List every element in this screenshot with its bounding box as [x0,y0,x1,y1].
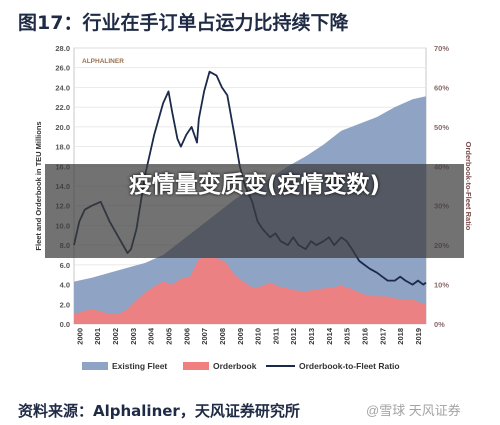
x-tick-label: 2005 [164,328,173,345]
x-tick-label: 2003 [129,328,138,345]
source-note: 资料来源：Alphaliner，天风证券研究所 [18,402,300,420]
x-tick-label: 2006 [182,328,191,345]
x-tick-label: 2012 [289,328,298,345]
y-tick-label: 20.0 [55,123,70,132]
brand-label: ALPHALINER [82,58,124,65]
overlay-banner [45,164,464,258]
x-tick-label: 2007 [200,328,209,345]
y2-tick-label: 50% [434,123,449,132]
x-tick-label: 2013 [307,328,316,345]
x-tick-label: 2002 [111,328,120,345]
x-tick-label: 2015 [343,328,352,345]
x-tick-label: 2000 [75,328,84,345]
x-tick-label: 2017 [378,328,387,345]
y-tick-label: 22.0 [55,103,70,112]
legend-swatch-orderbook [183,362,209,370]
x-tick-label: 2011 [271,328,280,344]
y2-tick-label: 70% [434,44,449,53]
y2-tick-label: 0% [434,320,445,329]
legend-label-ratio: Orderbook-to-Fleet Ratio [299,361,400,371]
overlay-text: 疫情量变质变(疫情变数) [128,172,381,198]
legend-label-orderbook: Orderbook [213,361,257,371]
y-tick-label: 6.0 [60,261,70,270]
legend-swatch-fleet [82,362,108,370]
y-tick-label: 26.0 [55,64,70,73]
x-tick-label: 2008 [218,328,227,345]
x-tick-label: 2016 [361,328,370,345]
y-tick-label: 28.0 [55,44,70,53]
y-tick-label: 2.0 [60,300,70,309]
x-tick-label: 2019 [414,328,423,345]
x-tick-label: 2010 [254,328,263,345]
x-tick-label: 2014 [325,327,334,345]
watermark: @雪球 天风证券 [366,403,461,418]
figure-title: 图17：行业在手订单占运力比持续下降 [18,12,349,34]
y2-tick-label: 60% [434,83,449,92]
x-tick-label: 2001 [93,328,102,345]
y-tick-label: 4.0 [60,281,70,290]
y-tick-label: 18.0 [55,143,70,152]
x-tick-label: 2018 [396,328,405,345]
y2-tick-label: 10% [434,281,449,290]
x-tick-label: 2004 [147,327,156,345]
x-tick-label: 2009 [236,328,245,345]
legend-label-fleet: Existing Fleet [112,361,167,371]
y-axis-label: Fleet and Orderbook in TEU Millions [34,121,43,250]
orderbook-area [74,257,426,324]
y2-axis-label: Orderbook-to-Fleet Ratio [464,142,473,231]
y-tick-label: 24.0 [55,83,70,92]
y-tick-label: 0.0 [60,320,70,329]
